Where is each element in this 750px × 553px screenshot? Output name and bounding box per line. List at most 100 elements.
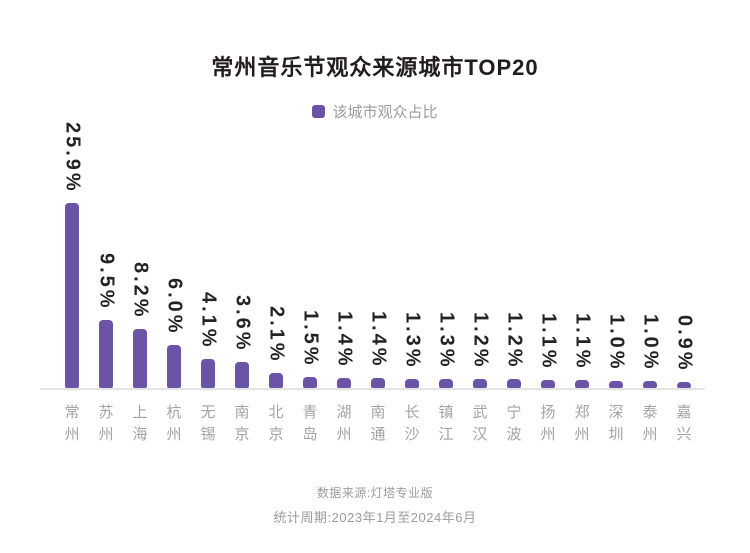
bar-column: 4.1% [191,292,225,388]
footer-source: 数据来源:灯塔专业版 [316,486,434,500]
bar-column: 3.6% [225,295,259,388]
bar [575,380,589,388]
x-axis-label-char: 杭 [166,404,182,421]
x-axis-label: 扬州 [531,402,565,446]
bar-column: 1.0% [633,314,667,388]
x-axis-label-char: 岛 [302,426,318,443]
bar-column: 1.2% [497,312,531,388]
x-axis-label: 嘉兴 [667,402,701,446]
x-axis-label-char: 州 [64,426,80,443]
x-axis-label: 青岛 [293,402,327,446]
bar-column: 1.1% [531,313,565,388]
bar [439,379,453,388]
page-title: 常州音乐节观众来源城市TOP20 [211,55,539,80]
bar [167,345,181,388]
bar-column: 1.3% [429,312,463,388]
bar [405,379,419,388]
legend-marker-icon [312,105,326,118]
x-axis-label-char: 汉 [472,426,488,443]
x-axis-label: 宁波 [497,402,531,446]
bar-column: 1.4% [327,311,361,388]
x-axis-label-char: 常 [64,404,80,421]
x-axis-label-char: 镇 [438,404,454,421]
x-axis-label-char: 宁 [506,404,522,421]
x-axis-label-char: 郑 [574,404,590,421]
bar-value-label: 1.0% [639,314,662,372]
x-axis-label: 郑州 [565,402,599,446]
bar [201,359,215,388]
x-axis: 常州苏州上海杭州无锡南京北京青岛湖州南通长沙镇江武汉宁波扬州郑州深圳泰州嘉兴 [55,402,701,446]
bar-value-label: 2.1% [265,306,288,364]
x-axis-label: 南京 [225,402,259,446]
x-axis-label-char: 州 [166,426,182,443]
bar-column: 6.0% [157,278,191,388]
bar-value-label: 1.5% [299,310,322,368]
x-axis-label: 常州 [55,402,89,446]
legend: 该城市观众占比 [0,101,750,122]
bar [337,378,351,388]
bar-column: 2.1% [259,306,293,388]
x-axis-label-char: 州 [336,426,352,443]
bar-value-label: 1.4% [367,311,390,369]
x-axis-label-char: 通 [370,426,386,443]
x-axis-label-char: 北 [268,404,284,421]
bar-value-label: 3.6% [231,295,254,353]
bar [609,381,623,388]
x-axis-label-char: 嘉 [676,404,692,421]
bar [677,382,691,388]
bar-column: 1.2% [463,312,497,388]
x-axis-label-char: 苏 [98,404,114,421]
bar-column: 1.4% [361,311,395,388]
x-axis-label-char: 泰 [642,404,658,421]
bar-value-label: 1.1% [537,313,560,371]
x-axis-label-char: 南 [234,404,250,421]
x-axis-label-char: 波 [506,426,522,443]
x-axis-label-char: 州 [574,426,590,443]
x-axis-label-char: 沙 [404,426,420,443]
bar-value-label: 25.9% [61,122,84,194]
x-axis-label-char: 上 [132,404,148,421]
x-axis-label-char: 无 [200,404,216,421]
bar-column: 1.5% [293,310,327,388]
x-axis-label-char: 武 [472,404,488,421]
x-axis-label-char: 南 [370,404,386,421]
x-axis-label-char: 湖 [336,404,352,421]
bar-value-label: 1.3% [401,312,424,370]
bar-value-label: 1.2% [503,312,526,370]
bar [235,362,249,388]
x-axis-label: 北京 [259,402,293,446]
bar-column: 1.3% [395,312,429,388]
bar-value-label: 1.1% [571,313,594,371]
x-axis-label-char: 扬 [540,404,556,421]
legend-label: 该城市观众占比 [332,104,438,121]
bar [473,379,487,388]
bar [269,373,283,388]
bar [303,377,317,388]
x-axis-label-char: 兴 [676,426,692,443]
bar [507,379,521,388]
x-axis-label: 南通 [361,402,395,446]
bar-value-label: 1.3% [435,312,458,370]
x-axis-label: 武汉 [463,402,497,446]
bar [541,380,555,388]
x-axis-line [40,388,705,390]
x-axis-label-char: 圳 [608,426,624,443]
bar-value-label: 1.4% [333,311,356,369]
x-axis-label-char: 江 [438,426,454,443]
bar-value-label: 9.5% [95,253,118,311]
bar-value-label: 0.9% [673,315,696,373]
x-axis-label: 杭州 [157,402,191,446]
x-axis-label-char: 深 [608,404,624,421]
x-axis-label-char: 州 [540,426,556,443]
bar-value-label: 4.1% [197,292,220,350]
bar-value-label: 1.2% [469,312,492,370]
x-axis-label: 湖州 [327,402,361,446]
bar-value-label: 6.0% [163,278,186,336]
x-axis-label: 苏州 [89,402,123,446]
bar-column: 9.5% [89,253,123,388]
bar [99,320,113,388]
x-axis-label: 无锡 [191,402,225,446]
x-axis-label-char: 海 [132,426,148,443]
bar-value-label: 1.0% [605,314,628,372]
x-axis-label: 泰州 [633,402,667,446]
